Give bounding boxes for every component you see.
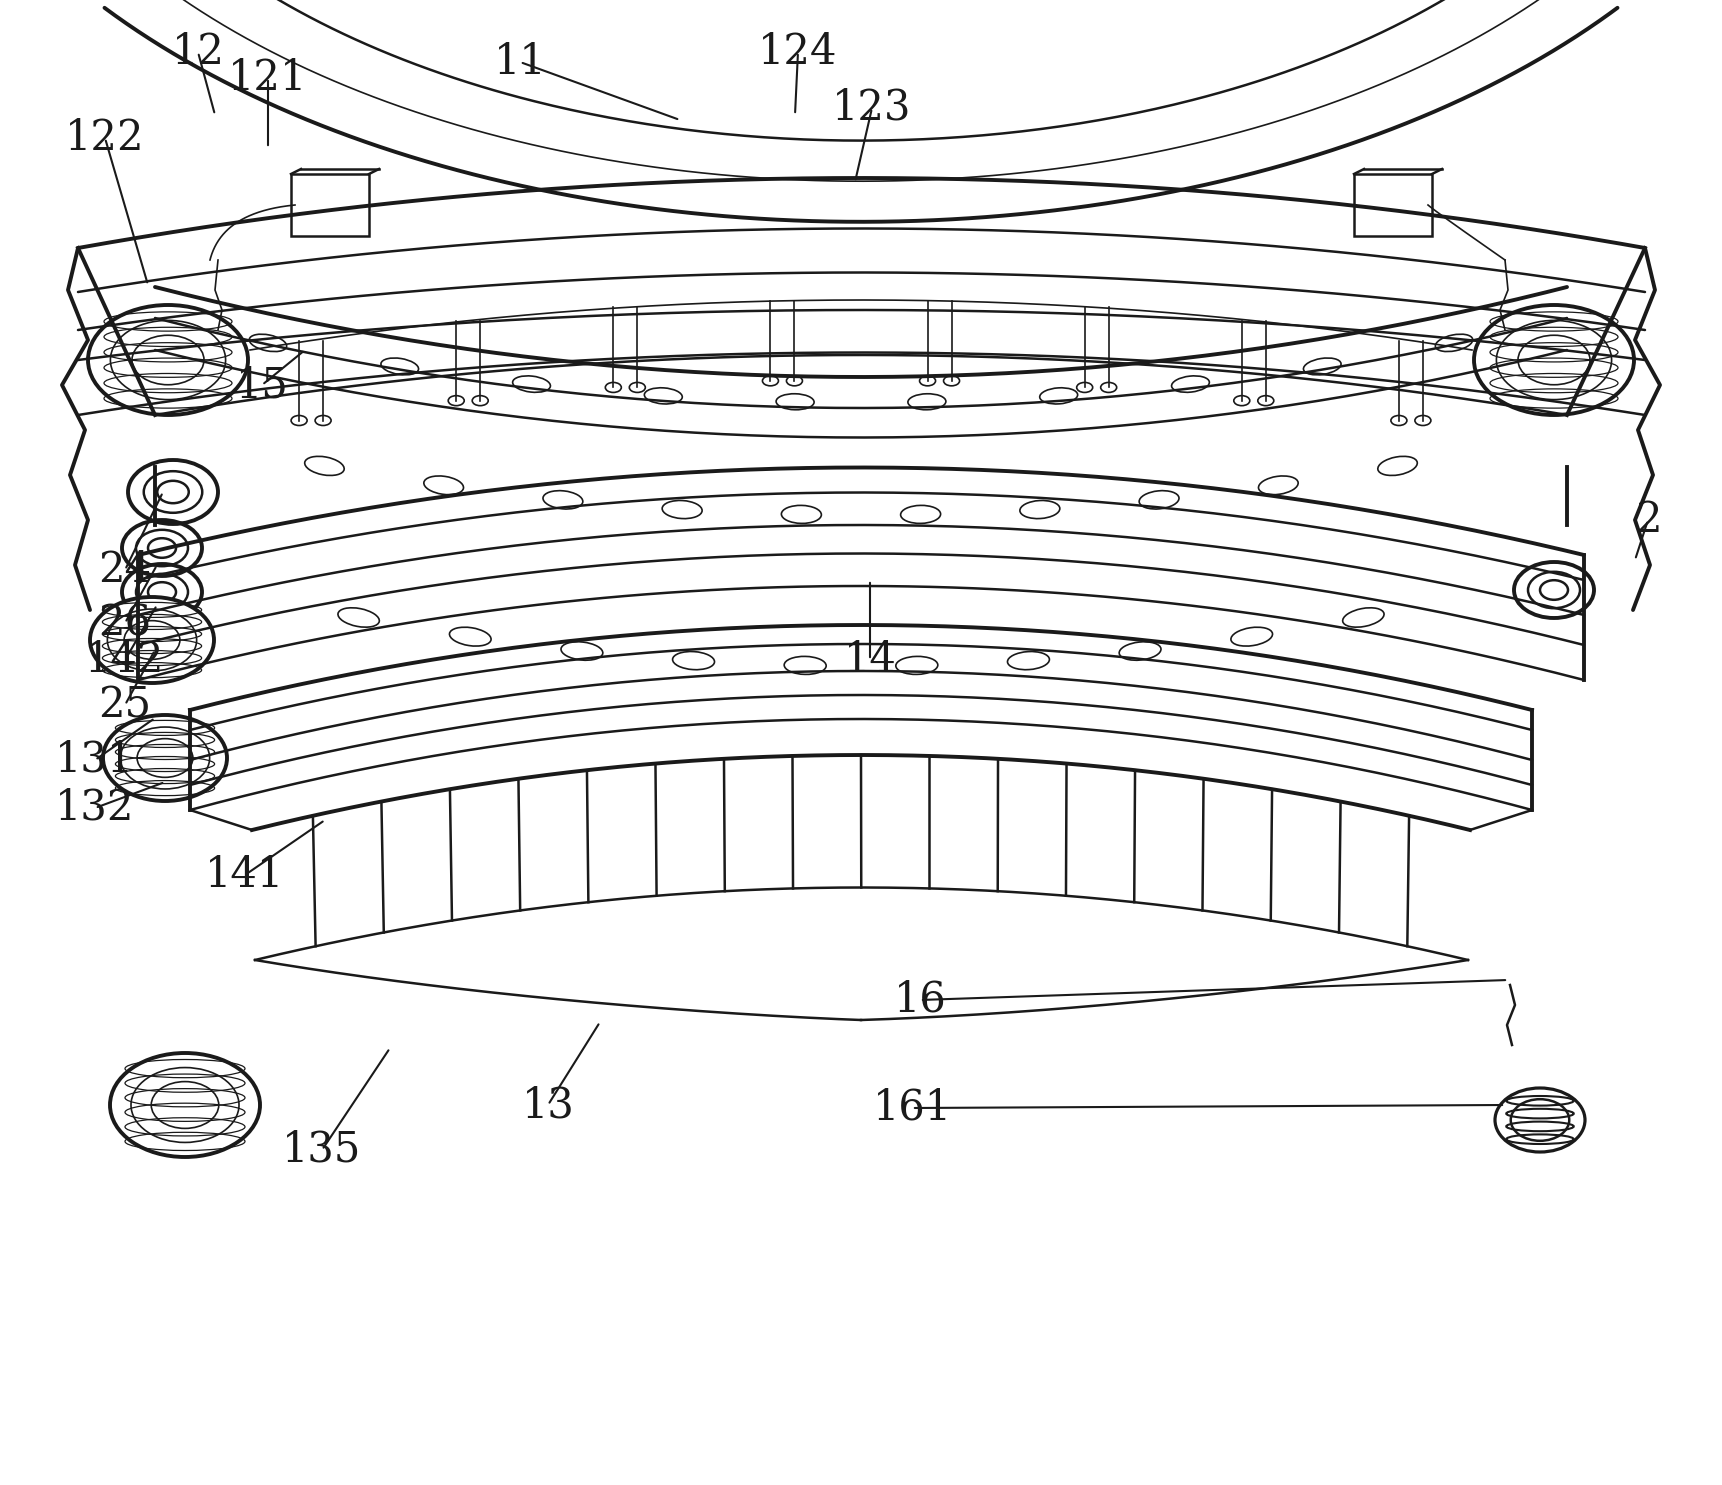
Ellipse shape (1100, 383, 1116, 392)
Text: 123: 123 (832, 88, 911, 129)
Ellipse shape (606, 383, 622, 392)
Text: 142: 142 (86, 639, 165, 682)
Text: 131: 131 (55, 740, 134, 781)
Ellipse shape (944, 376, 959, 386)
Ellipse shape (338, 607, 379, 627)
Ellipse shape (782, 505, 821, 523)
Ellipse shape (1119, 642, 1161, 661)
Ellipse shape (784, 656, 827, 674)
Ellipse shape (110, 1053, 260, 1157)
Ellipse shape (90, 597, 214, 683)
Ellipse shape (1140, 490, 1180, 509)
Text: 135: 135 (282, 1129, 362, 1172)
Ellipse shape (1231, 627, 1273, 646)
Text: 13: 13 (522, 1084, 575, 1126)
Ellipse shape (1040, 388, 1078, 404)
Ellipse shape (1007, 652, 1049, 670)
Text: 15: 15 (236, 364, 289, 405)
Ellipse shape (88, 304, 248, 414)
FancyBboxPatch shape (291, 174, 369, 236)
Ellipse shape (644, 388, 682, 404)
Ellipse shape (250, 334, 286, 352)
Ellipse shape (787, 376, 802, 386)
Text: 25: 25 (98, 685, 152, 726)
Text: 2: 2 (1634, 499, 1662, 541)
Ellipse shape (777, 394, 815, 410)
Ellipse shape (305, 456, 344, 475)
Ellipse shape (1019, 500, 1059, 518)
Text: 124: 124 (758, 31, 837, 73)
Ellipse shape (1076, 383, 1093, 392)
Text: 121: 121 (229, 56, 308, 99)
Ellipse shape (1233, 395, 1250, 405)
Ellipse shape (629, 383, 646, 392)
Ellipse shape (424, 477, 463, 495)
Text: 132: 132 (55, 787, 134, 829)
Ellipse shape (1436, 334, 1472, 352)
Ellipse shape (561, 642, 603, 661)
Ellipse shape (542, 490, 582, 509)
Ellipse shape (1474, 304, 1634, 414)
Text: 12: 12 (172, 31, 224, 73)
Text: 26: 26 (98, 601, 152, 644)
Ellipse shape (1415, 416, 1431, 426)
Ellipse shape (920, 376, 935, 386)
Text: 14: 14 (844, 639, 897, 682)
Ellipse shape (1378, 456, 1417, 475)
Ellipse shape (1391, 416, 1407, 426)
Ellipse shape (513, 376, 551, 392)
Ellipse shape (448, 395, 465, 405)
Ellipse shape (1171, 376, 1209, 392)
Text: 141: 141 (205, 854, 284, 895)
Ellipse shape (895, 656, 938, 674)
Ellipse shape (663, 500, 703, 518)
Ellipse shape (763, 376, 778, 386)
Ellipse shape (1259, 477, 1298, 495)
Ellipse shape (315, 416, 331, 426)
Ellipse shape (103, 714, 227, 800)
Ellipse shape (1343, 607, 1384, 627)
Text: 11: 11 (494, 42, 546, 83)
Ellipse shape (472, 395, 489, 405)
Ellipse shape (381, 358, 418, 374)
Text: 16: 16 (894, 979, 947, 1022)
Text: 122: 122 (65, 117, 145, 159)
Ellipse shape (291, 416, 307, 426)
Ellipse shape (1304, 358, 1341, 374)
FancyBboxPatch shape (1353, 174, 1433, 236)
Ellipse shape (1257, 395, 1274, 405)
Ellipse shape (673, 652, 715, 670)
Ellipse shape (907, 394, 945, 410)
Text: 161: 161 (873, 1087, 952, 1129)
Ellipse shape (449, 627, 491, 646)
Ellipse shape (901, 505, 940, 523)
Text: 24: 24 (98, 549, 152, 591)
